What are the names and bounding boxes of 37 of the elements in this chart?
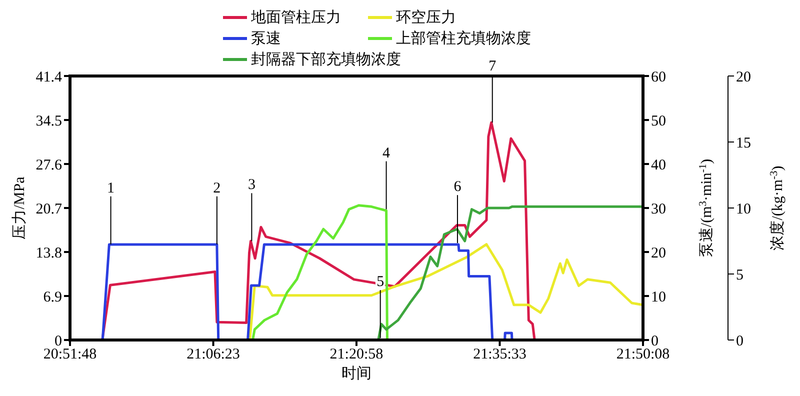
x-tick-label: 21:06:23 [186, 346, 240, 363]
y-tick-label: 6.9 [43, 289, 62, 306]
y-tick-label: 0 [54, 333, 62, 350]
y2-tick-label: 30 [651, 201, 666, 218]
x-tick-label: 20:51:48 [43, 346, 97, 363]
legend-label: 封隔器下部充填物浓度 [251, 50, 401, 69]
y-axis-title: 压力/MPa [11, 176, 28, 240]
y-tick-label: 41.4 [36, 69, 62, 86]
x-tick-label: 21:50:08 [616, 346, 670, 363]
annotation: 3 [248, 177, 256, 194]
annotation: 7 [488, 58, 497, 75]
annotation: 1 [107, 180, 115, 196]
y3-tick-label: 5 [736, 267, 744, 284]
y2-tick-label: 50 [651, 113, 666, 130]
y2-tick-label: 40 [651, 157, 666, 174]
y-tick-label: 34.5 [36, 113, 62, 130]
x-tick-label: 21:35:33 [473, 346, 526, 363]
annotation: 6 [454, 179, 462, 196]
y3-tick-label: 15 [736, 135, 751, 152]
y-tick-label: 27.6 [36, 157, 62, 174]
y2-tick-label: 0 [651, 333, 658, 350]
y2-tick-label: 20 [651, 245, 666, 262]
x-tick-label: 21:20:58 [330, 346, 384, 363]
y-tick-label: 13.8 [36, 245, 62, 262]
annotation: 2 [213, 180, 221, 196]
y3-tick-label: 10 [736, 201, 751, 218]
y2-tick-label: 10 [651, 289, 666, 306]
y2-tick-label: 60 [651, 69, 666, 86]
y3-tick-label: 20 [736, 69, 751, 86]
legend-label: 上部管柱充填物浓度 [396, 29, 531, 48]
legend-label: 地面管柱压力 [251, 8, 341, 27]
x-axis-title: 时间 [342, 365, 372, 382]
y-tick-label: 20.7 [36, 201, 62, 218]
annotation: 4 [382, 145, 391, 162]
y3-tick-label: 0 [736, 333, 744, 350]
legend-label: 泵速 [251, 30, 281, 48]
legend-label: 环空压力 [396, 8, 456, 27]
